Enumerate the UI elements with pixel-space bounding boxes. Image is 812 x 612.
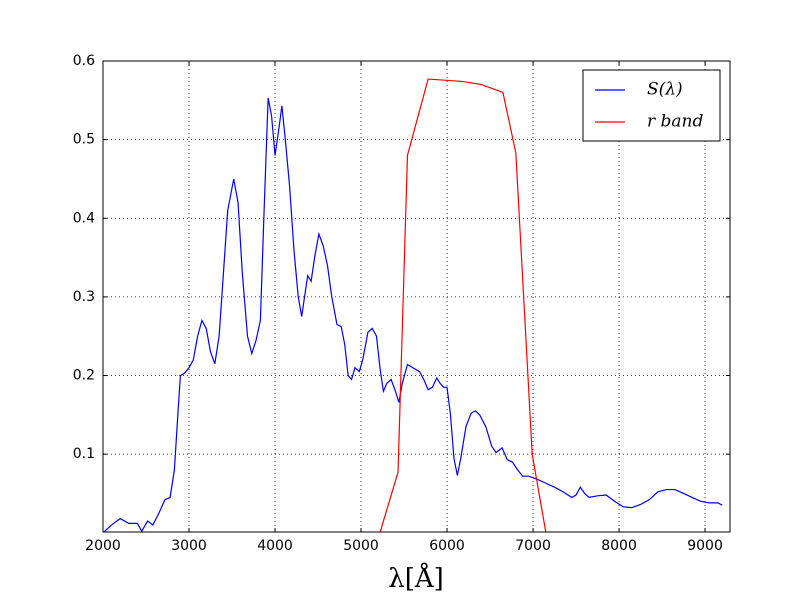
y-tick-label: 0.4	[73, 210, 95, 226]
x-tick-label: 4000	[257, 538, 293, 554]
x-tick-label: 5000	[343, 538, 379, 554]
data-line	[103, 97, 723, 532]
x-tick-label: 3000	[171, 538, 207, 554]
x-tick-label: 9000	[687, 538, 723, 554]
x-tick-label: 7000	[515, 538, 551, 554]
y-tick-label: 0.3	[73, 289, 95, 305]
x-tick-label: 8000	[601, 538, 637, 554]
y-tick-label: 0.5	[73, 132, 95, 148]
legend-label: r band	[647, 112, 703, 132]
y-tick-label: 0.2	[73, 368, 95, 384]
data-line	[379, 78, 547, 532]
y-tick-label: 0.6	[73, 53, 95, 69]
x-tick-label: 2000	[85, 538, 121, 554]
y-tick-label: 0.1	[73, 446, 95, 462]
legend-box	[582, 69, 721, 142]
x-axis-label: λ[Å]	[388, 562, 444, 594]
legend-label: S(λ)	[647, 80, 683, 100]
x-tick-label: 6000	[429, 538, 465, 554]
